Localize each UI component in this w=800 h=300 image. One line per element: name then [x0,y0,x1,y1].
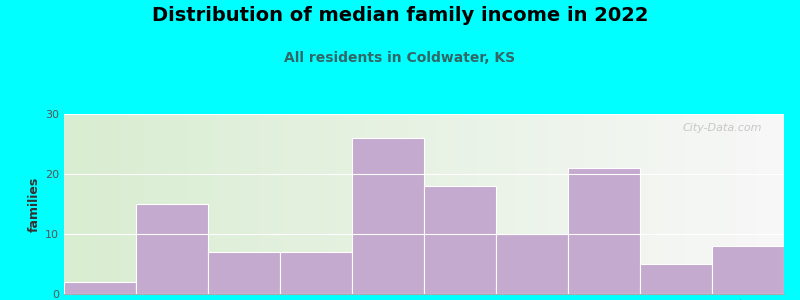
Y-axis label: families: families [28,176,41,232]
Text: Distribution of median family income in 2022: Distribution of median family income in … [152,6,648,25]
Text: All residents in Coldwater, KS: All residents in Coldwater, KS [285,51,515,65]
Bar [712,246,784,294]
Bar [352,138,424,294]
Bar [496,234,568,294]
Bar [136,204,208,294]
Bar [280,252,352,294]
Bar [640,264,712,294]
Bar [64,282,136,294]
Bar [424,186,496,294]
Bar [568,168,640,294]
Bar [208,252,280,294]
Text: City-Data.com: City-Data.com [683,123,762,133]
